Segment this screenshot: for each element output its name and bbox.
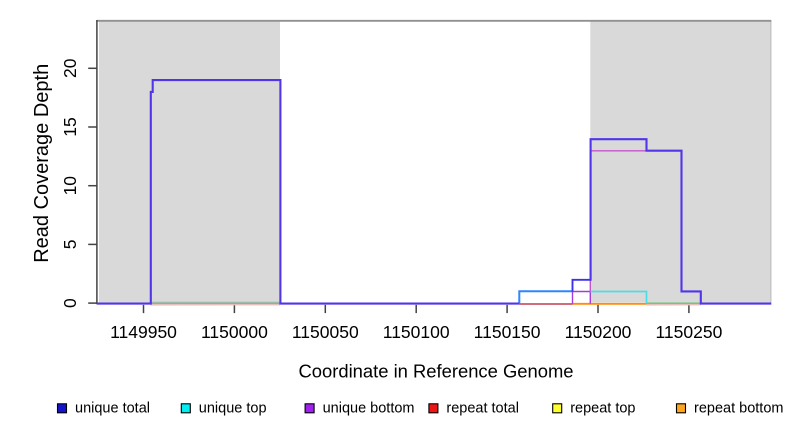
svg-text:1150000: 1150000 — [201, 322, 268, 342]
svg-text:1150050: 1150050 — [292, 322, 359, 342]
svg-text:repeat total: repeat total — [446, 400, 519, 416]
svg-text:unique top: unique top — [199, 400, 267, 416]
svg-text:5: 5 — [60, 240, 80, 250]
svg-text:10: 10 — [60, 176, 80, 196]
svg-text:20: 20 — [60, 58, 80, 78]
svg-text:1150200: 1150200 — [565, 322, 632, 342]
svg-text:1149950: 1149950 — [110, 322, 177, 342]
svg-text:1150250: 1150250 — [655, 322, 722, 342]
svg-text:unique total: unique total — [75, 400, 150, 416]
svg-text:repeat top: repeat top — [570, 400, 635, 416]
svg-text:repeat bottom: repeat bottom — [694, 400, 783, 416]
svg-text:0: 0 — [60, 298, 80, 308]
svg-text:1150150: 1150150 — [474, 322, 541, 342]
svg-text:1150100: 1150100 — [383, 322, 450, 342]
svg-text:Read Coverage Depth: Read Coverage Depth — [31, 64, 53, 263]
svg-text:unique bottom: unique bottom — [323, 400, 415, 416]
svg-text:Coordinate in Reference Genome: Coordinate in Reference Genome — [299, 361, 574, 382]
svg-text:15: 15 — [60, 117, 80, 136]
